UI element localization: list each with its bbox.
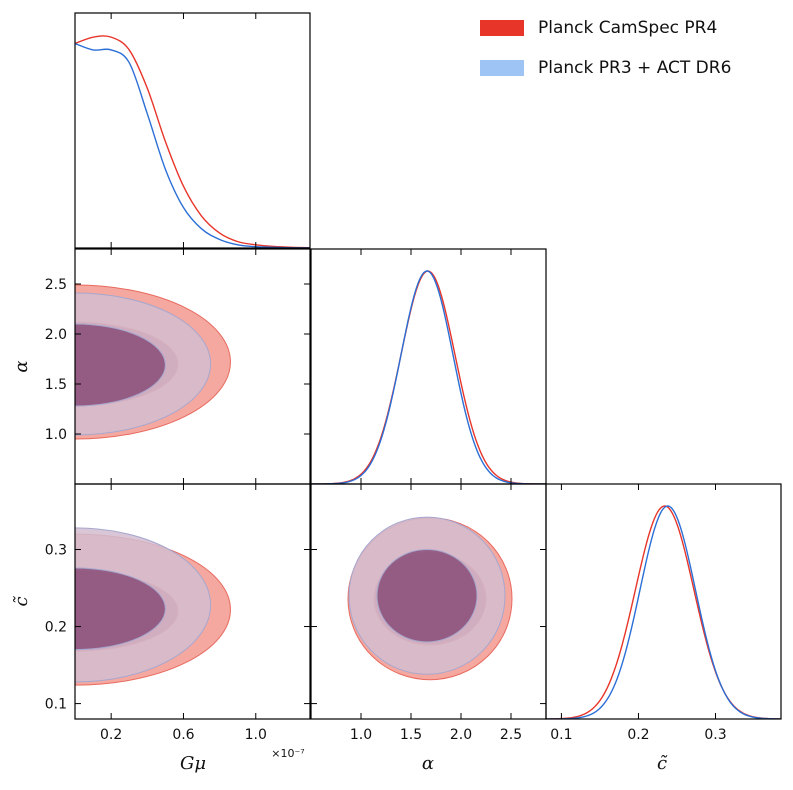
y-tick-label-alpha: 2.5	[45, 277, 67, 293]
panel-frame	[545, 483, 782, 720]
x-tick-label-c-tilde: 0.2	[627, 727, 649, 743]
x-axis-scale-label: ×10⁻⁷	[271, 747, 304, 760]
contour-panel-g-mu-c-tilde	[75, 527, 231, 686]
marginal-line-series-2	[75, 42, 310, 248]
y-tick-label-alpha: 2.0	[45, 327, 67, 343]
contour-inner-series-2	[376, 548, 478, 643]
legend-swatch-planck-pr3-act-dr6	[480, 60, 524, 76]
contour-inner-series-2	[75, 323, 166, 407]
marginal-panel-g-mu	[75, 35, 310, 248]
contour-panel-g-mu-alpha	[75, 284, 231, 440]
marginal-line-series-1	[75, 35, 310, 248]
x-tick-label-alpha: 2.0	[450, 727, 472, 743]
legend-label-planck-camspec-pr4: Planck CamSpec PR4	[538, 18, 718, 38]
marginal-line-series-1	[546, 505, 781, 719]
panel-frame	[74, 12, 311, 249]
x-tick-label-alpha: 2.5	[500, 727, 522, 743]
x-axis-label-alpha: α	[422, 753, 434, 774]
x-tick-label-g-mu: 0.6	[172, 727, 194, 743]
marginal-panel-alpha	[311, 270, 546, 484]
y-tick-label-c-tilde: 0.2	[45, 620, 67, 636]
y-axis-label-alpha: α	[11, 360, 32, 372]
x-tick-label-c-tilde: 0.3	[704, 727, 726, 743]
panel-frame	[74, 483, 311, 720]
x-tick-label-alpha: 1.5	[400, 727, 422, 743]
y-axis-label-c-tilde: c̃	[11, 596, 32, 607]
y-tick-label-c-tilde: 0.3	[45, 542, 67, 558]
legend-label-planck-pr3-act-dr6: Planck PR3 + ACT DR6	[538, 58, 732, 78]
contour-inner-series-2	[75, 567, 166, 651]
marginal-line-series-2	[546, 505, 781, 719]
x-tick-label-c-tilde: 0.1	[550, 727, 572, 743]
contour-panel-alpha-c-tilde	[347, 516, 513, 681]
x-tick-label-g-mu: 1.0	[245, 727, 267, 743]
marginal-line-series-2	[311, 270, 546, 484]
marginal-panel-c-tilde	[546, 505, 781, 719]
marginal-line-series-1	[311, 270, 546, 484]
y-tick-label-alpha: 1.5	[45, 377, 67, 393]
panel-frame	[310, 248, 547, 485]
x-axis-label-g-mu: Gμ	[180, 753, 206, 774]
x-axis-label-c-tilde: c̃	[657, 753, 668, 774]
x-tick-label-g-mu: 0.2	[100, 727, 122, 743]
x-tick-label-alpha: 1.0	[350, 727, 372, 743]
legend-swatch-planck-camspec-pr4	[480, 20, 524, 36]
y-tick-label-alpha: 1.0	[45, 427, 67, 443]
y-tick-label-c-tilde: 0.1	[45, 697, 67, 713]
